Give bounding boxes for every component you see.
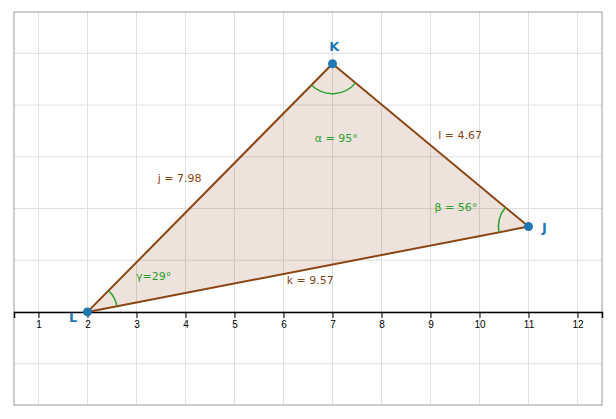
vertex-label: J: [541, 220, 547, 235]
edge: [333, 64, 529, 227]
angle-label: α = 95°: [315, 132, 358, 145]
tick-label: 11: [524, 319, 535, 330]
vertex-label: L: [69, 310, 77, 325]
x-axis: 123456789101112: [15, 312, 603, 330]
edge: [88, 227, 529, 312]
labels: K J Lα = 95° β = 56° γ=29° l = 4.67 k = 9.57 j …: [69, 39, 547, 325]
vertex: [328, 59, 337, 68]
plot-frame: [14, 12, 602, 405]
side-label: j = 7.98: [157, 172, 202, 185]
vertex-label: K: [329, 39, 340, 54]
tick: 7: [330, 312, 336, 330]
tick-mark: [235, 312, 236, 318]
side-label: l = 4.67: [438, 129, 482, 142]
grid-line-y: [14, 53, 602, 54]
angle-arc: [109, 291, 117, 307]
plot-area: [83, 59, 533, 316]
tick: 12: [572, 312, 584, 330]
angle-label: β = 56°: [434, 201, 477, 214]
tick: 9: [428, 312, 434, 330]
tick: 1: [36, 312, 42, 330]
vertex: [524, 222, 533, 231]
tick-mark: [382, 312, 383, 318]
tick-mark: [137, 312, 138, 318]
tick-label: 5: [232, 319, 238, 330]
chart: 123456789101112KJLα = 95°β = 56°γ=29°l =…: [0, 0, 616, 419]
angle-label: γ=29°: [136, 270, 171, 283]
side-label: k = 9.57: [287, 274, 334, 287]
tick-mark: [39, 312, 40, 318]
triangle-fill: [88, 64, 529, 312]
angle-arc: [311, 83, 355, 94]
tick-mark: [284, 312, 285, 318]
angle-arc: [499, 207, 506, 232]
tick-label: 7: [330, 319, 336, 330]
tick-label: 10: [474, 319, 486, 330]
tick-mark: [333, 312, 334, 318]
tick-mark: [578, 312, 579, 318]
tick: 8: [379, 312, 385, 330]
vertex: [83, 307, 92, 316]
tick-label: 6: [281, 319, 287, 330]
tick-mark: [186, 312, 187, 318]
tick: 10: [474, 312, 486, 330]
tick: 4: [183, 312, 189, 330]
tick-label: 8: [379, 319, 385, 330]
tick-label: 12: [572, 319, 584, 330]
tick-label: 1: [36, 319, 42, 330]
tick-label: 3: [134, 319, 140, 330]
tick-mark: [529, 312, 530, 318]
tick-mark: [480, 312, 481, 318]
tick-label: 2: [85, 319, 91, 330]
grid-line-y: [14, 363, 602, 364]
tick: 3: [134, 312, 140, 330]
tick: 6: [281, 312, 287, 330]
axis-line: [15, 312, 603, 318]
tick: 5: [232, 312, 238, 330]
tick-label: 4: [183, 319, 189, 330]
tick-mark: [431, 312, 432, 318]
grid: [14, 12, 602, 405]
tick: 11: [524, 312, 535, 330]
tick-label: 9: [428, 319, 434, 330]
